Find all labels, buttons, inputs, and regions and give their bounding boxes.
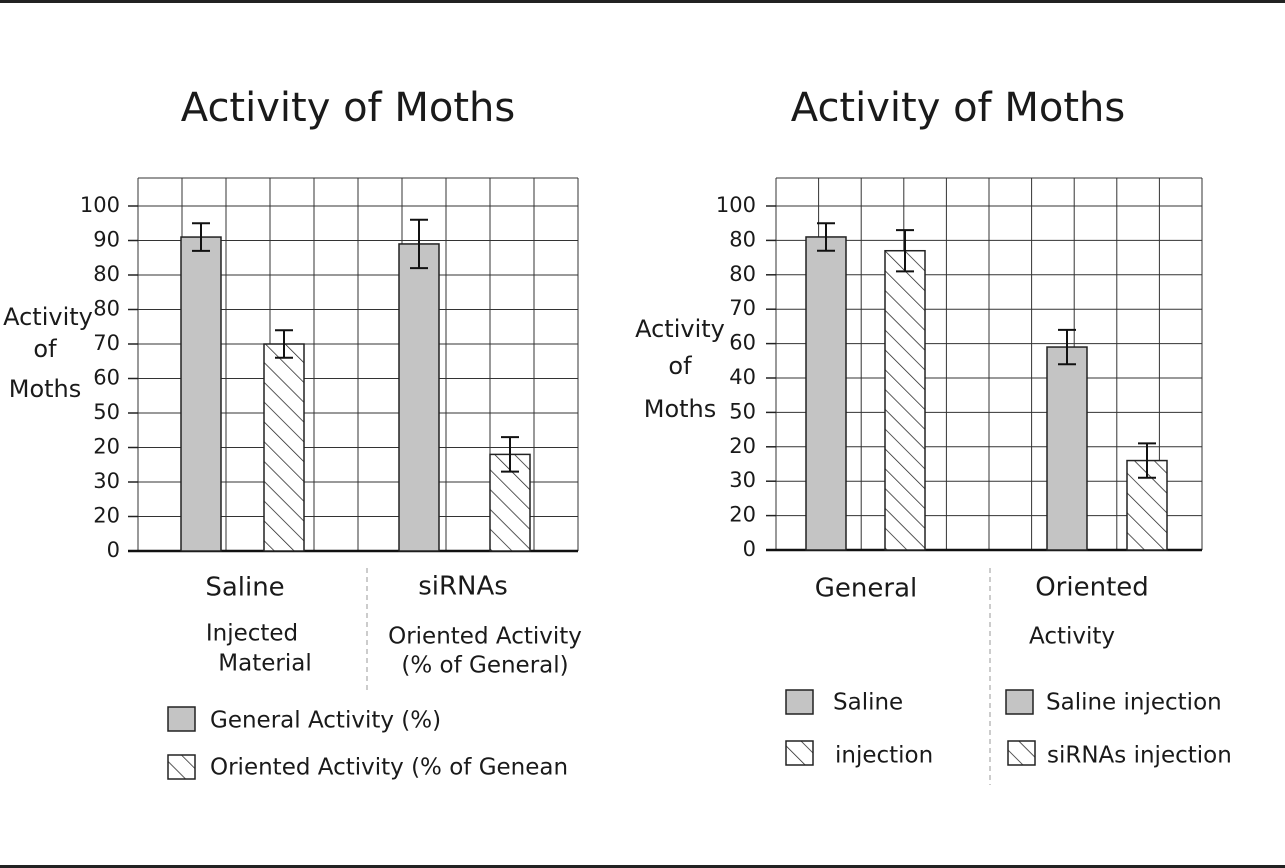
bar — [398, 243, 440, 552]
error-bar — [192, 222, 210, 252]
legend-label: Oriented Activity (% of Genean — [210, 755, 568, 781]
x-tick-label: Oriented — [1035, 573, 1149, 603]
legend-swatch — [1005, 689, 1034, 715]
y-tick-label: 20 — [93, 435, 120, 459]
bottom-border — [0, 865, 1285, 868]
y-tick-label: 20 — [729, 503, 756, 527]
y-tick-label: 90 — [93, 228, 120, 252]
y-tick-label: 70 — [729, 296, 756, 320]
bar — [805, 236, 847, 551]
chart-title: Activity of Moths — [791, 85, 1125, 131]
y-tick-label: 70 — [93, 331, 120, 355]
legend-swatch — [785, 689, 814, 715]
error-bar — [1138, 442, 1156, 479]
legend-label: siRNAs injection — [1047, 743, 1232, 769]
legend-label: Saline injection — [1046, 690, 1222, 716]
error-bar — [501, 436, 519, 473]
legend-swatch — [1007, 740, 1036, 766]
legend-swatch — [167, 754, 196, 780]
y-tick-label: 60 — [93, 366, 120, 390]
legend-swatch — [785, 740, 814, 766]
y-tick-label: 80 — [729, 227, 756, 251]
top-border — [0, 0, 1285, 3]
annotation: (% of General) — [401, 653, 568, 679]
bar — [180, 236, 222, 552]
y-tick-label: 30 — [93, 469, 120, 493]
y-axis-label: Moths — [9, 375, 82, 403]
y-tick-label: 20 — [93, 504, 120, 528]
error-bar — [817, 222, 835, 252]
y-axis-label: of — [668, 352, 692, 380]
x-tick-label: General — [815, 574, 917, 604]
x-tick-label: siRNAs — [418, 572, 508, 602]
error-bar — [410, 218, 428, 270]
y-tick-label: 80 — [93, 262, 120, 286]
error-bar — [896, 229, 914, 273]
error-bar — [275, 329, 293, 359]
y-tick-label: 40 — [729, 365, 756, 389]
y-axis-label: Activity — [635, 315, 725, 343]
y-tick-label: 20 — [729, 434, 756, 458]
y-axis-label: Activity — [3, 303, 93, 331]
bar — [884, 249, 926, 551]
annotation: Activity — [1029, 624, 1115, 650]
x-tick-label: Saline — [205, 573, 284, 603]
legend-swatch — [167, 706, 196, 732]
y-tick-label: 50 — [729, 399, 756, 423]
legend-label: injection — [835, 743, 933, 769]
error-bar — [1058, 328, 1076, 366]
y-tick-label: 50 — [93, 400, 120, 424]
y-tick-label: 60 — [729, 331, 756, 355]
bar — [1046, 346, 1088, 551]
y-axis-label: of — [33, 335, 57, 363]
annotation: Material — [218, 651, 311, 677]
y-axis-label: Moths — [644, 395, 717, 423]
legend-label: General Activity (%) — [210, 708, 441, 734]
chart-title: Activity of Moths — [181, 85, 515, 131]
y-tick-label: 0 — [743, 537, 756, 561]
annotation: Oriented Activity — [388, 624, 582, 650]
y-tick-label: 100 — [80, 193, 120, 217]
annotation: Injected — [206, 621, 298, 647]
y-tick-label: 30 — [729, 468, 756, 492]
bar — [263, 343, 305, 552]
legend-label: Saline — [833, 690, 903, 716]
y-tick-label: 100 — [716, 193, 756, 217]
y-tick-label: 80 — [729, 262, 756, 286]
y-tick-label: 0 — [107, 538, 120, 562]
y-tick-label: 80 — [93, 297, 120, 321]
